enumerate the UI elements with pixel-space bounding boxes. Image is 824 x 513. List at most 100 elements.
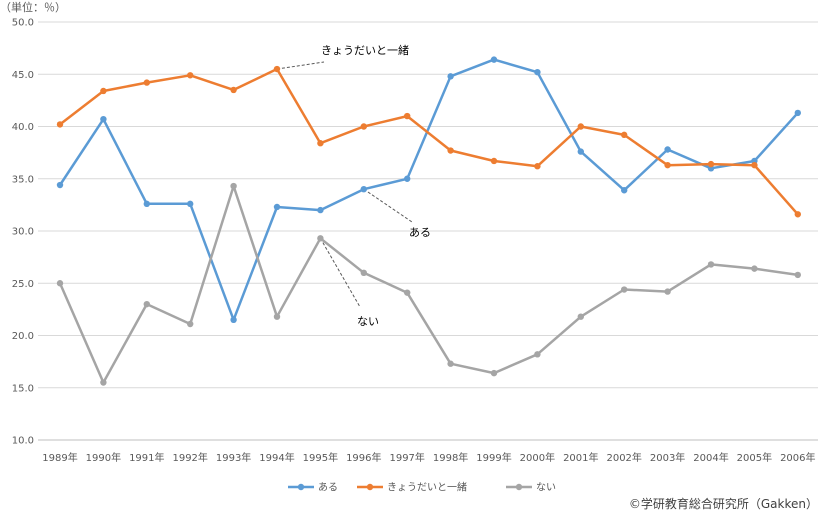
data-point — [187, 72, 194, 79]
x-tick-label: 1995年 — [303, 451, 338, 464]
data-point — [664, 288, 671, 295]
legend: ある きょうだいと一緒 ない — [288, 481, 556, 494]
annotation-label: ある — [409, 226, 431, 239]
series-line — [58, 58, 800, 322]
legend-item: ない — [506, 482, 556, 494]
x-tick-label: 1999年 — [476, 451, 511, 464]
y-tick-label: 30.0 — [12, 227, 34, 238]
x-tick-label: 2004年 — [693, 451, 728, 464]
data-point — [404, 112, 411, 120]
legend-item: ある — [288, 482, 338, 494]
data-point — [360, 123, 367, 130]
x-tick-label: 2006年 — [780, 451, 815, 464]
grid — [38, 21, 818, 441]
data-point — [621, 131, 628, 139]
data-point — [317, 206, 324, 214]
data-point — [534, 351, 541, 358]
data-point — [187, 200, 194, 208]
x-tick-label: 1992年 — [172, 451, 207, 464]
x-tick-label: 1990年 — [86, 451, 121, 464]
data-point — [56, 181, 64, 189]
x-tick-label: 1996年 — [346, 451, 381, 464]
x-tick-label: 2003年 — [650, 451, 685, 464]
annotation-leader-line — [281, 61, 325, 69]
x-tick-label: 1991年 — [129, 451, 164, 464]
annotation-label: ない — [357, 315, 379, 328]
y-tick-label: 40.0 — [12, 122, 34, 133]
series-2 — [56, 182, 801, 386]
data-point — [577, 148, 584, 155]
data-point — [447, 147, 454, 154]
legend-item: きょうだいと一緒 — [357, 481, 467, 494]
credit-text: ©学研教育総合研究所（Gakken） — [629, 496, 818, 511]
data-point — [317, 235, 324, 242]
series-line — [58, 67, 800, 216]
annotation-leader-line — [322, 242, 361, 308]
data-point — [143, 79, 150, 86]
x-tick-label: 2001年 — [563, 451, 598, 464]
annotation-leader-line — [367, 191, 413, 223]
legend-swatch-marker — [515, 483, 523, 491]
unit-label: （単位：％） — [0, 0, 66, 14]
legend-label: きょうだいと一緒 — [387, 481, 467, 494]
legend-swatch-marker — [366, 483, 374, 491]
y-tick-label: 50.0 — [12, 18, 34, 29]
data-point — [143, 300, 150, 308]
series-group — [56, 56, 801, 386]
legend-label: ない — [536, 482, 556, 494]
y-axis: 10.0 15.0 20.0 25.0 30.0 35.0 40.0 45.0 50.0 — [12, 18, 34, 447]
legend-swatch-marker — [297, 483, 305, 491]
x-tick-label: 1998年 — [433, 451, 468, 464]
data-point — [751, 265, 758, 272]
data-point — [751, 161, 758, 169]
data-point — [447, 360, 454, 367]
y-tick-label: 45.0 — [12, 70, 34, 81]
legend-label: ある — [318, 482, 338, 494]
data-point — [534, 68, 541, 76]
data-point — [707, 160, 715, 168]
x-tick-label: 1994年 — [259, 451, 294, 464]
y-tick-label: 25.0 — [12, 279, 34, 290]
y-tick-label: 15.0 — [12, 383, 34, 394]
x-tick-label: 2002年 — [606, 451, 641, 464]
data-point — [794, 211, 801, 218]
data-point — [56, 280, 64, 287]
x-axis: 1989年 1990年 1991年 1992年 1993年 1994年 1995年 1996年… — [42, 451, 815, 464]
data-point — [621, 286, 628, 293]
data-point — [794, 271, 801, 279]
data-point — [490, 56, 498, 63]
data-point — [100, 87, 107, 95]
data-point — [664, 146, 671, 153]
data-point — [187, 320, 194, 328]
data-point — [577, 123, 584, 130]
data-point — [534, 163, 541, 170]
data-point — [794, 109, 801, 117]
data-point — [360, 186, 367, 193]
data-point — [56, 121, 64, 128]
data-point — [490, 157, 498, 165]
data-point — [490, 369, 498, 377]
data-point — [404, 289, 411, 296]
data-point — [273, 203, 281, 211]
x-tick-label: 1993年 — [216, 451, 251, 464]
series-1 — [56, 65, 801, 218]
data-point — [317, 140, 324, 147]
data-point — [230, 316, 237, 324]
data-point — [664, 161, 671, 169]
y-tick-label: 10.0 — [12, 436, 34, 447]
y-tick-label: 35.0 — [12, 174, 34, 185]
data-point — [577, 313, 584, 320]
data-point — [273, 313, 281, 320]
series-line — [58, 184, 800, 384]
x-tick-label: 1989年 — [42, 451, 77, 464]
data-point — [707, 261, 715, 268]
data-point — [230, 182, 237, 190]
data-point — [143, 200, 150, 208]
data-point — [404, 175, 411, 182]
data-point — [447, 73, 454, 80]
x-tick-label: 2005年 — [737, 451, 772, 464]
data-point — [360, 269, 367, 276]
annotation-label: きょうだいと一緒 — [321, 43, 409, 57]
